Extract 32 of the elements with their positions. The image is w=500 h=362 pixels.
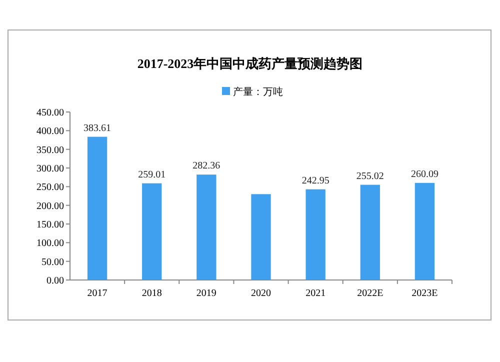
x-tick-label: 2018: [142, 288, 162, 299]
x-tick-label: 2017: [87, 288, 108, 299]
bar: [306, 189, 326, 280]
x-tick-label: 2019: [196, 288, 216, 299]
data-label: 260.09: [410, 168, 438, 180]
x-tick-label: 2021: [306, 288, 326, 299]
data-label: 259.01: [138, 169, 166, 180]
y-tick-label: 350.00: [36, 144, 64, 156]
bar: [414, 182, 435, 280]
y-tick-label: 0.00: [46, 276, 64, 286]
y-tick-label: 200.00: [36, 200, 64, 212]
bar: [87, 136, 108, 280]
bar: [251, 194, 271, 280]
y-tick-label: 50.00: [42, 256, 64, 268]
y-tick-label: 300.00: [36, 164, 64, 174]
legend-label: 产量：万吨: [233, 86, 283, 98]
data-label: 255.02: [356, 170, 384, 182]
x-tick-label: 2023E: [412, 288, 438, 299]
y-tick-label: 450.00: [36, 108, 64, 118]
bar: [196, 174, 216, 280]
y-tick-label: 100.00: [36, 238, 64, 250]
x-tick-label: 2020: [251, 288, 271, 299]
data-label: 282.36: [192, 160, 220, 172]
chart-title: 2017-2023年中国中成药产量预测趋势图: [137, 56, 363, 71]
bar: [360, 184, 380, 280]
x-tick-label: 2022E: [357, 288, 384, 299]
y-tick-label: 150.00: [36, 220, 64, 230]
data-label: 242.95: [302, 175, 330, 186]
y-tick-label: 250.00: [36, 182, 64, 194]
bar: [142, 183, 162, 280]
y-tick-label: 400.00: [36, 126, 64, 138]
data-label: 383.61: [84, 122, 112, 134]
